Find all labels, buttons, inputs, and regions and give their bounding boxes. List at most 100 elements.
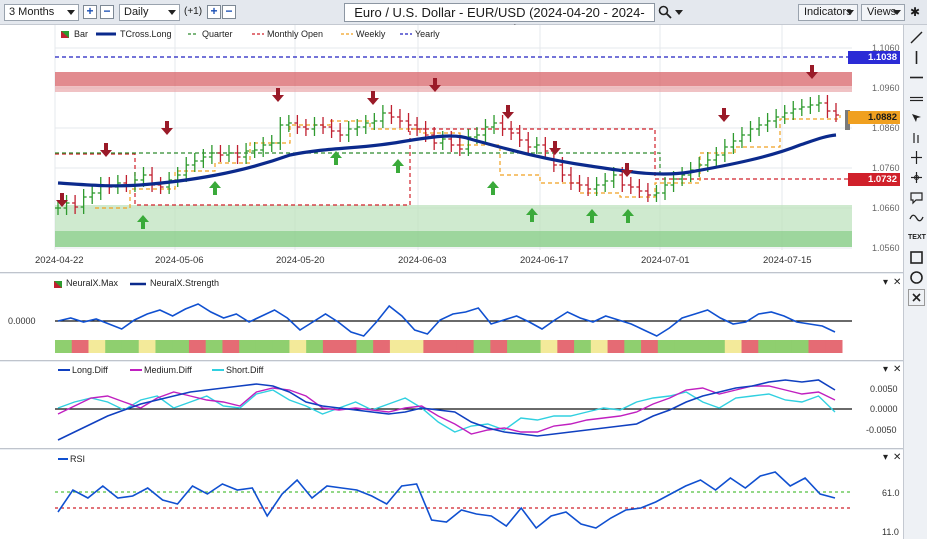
buy-arrow-icon [392,159,404,173]
neuralx-strip-cell [239,340,257,353]
neuralx-strip-cell [423,340,441,353]
price-bar [234,145,241,164]
pencil-icon[interactable] [908,29,925,46]
y-tick: 1.1060 [872,43,900,53]
buy-arrow-icon [526,208,538,222]
price-bar [396,109,403,128]
panel-close-icon[interactable]: ✕ [893,452,902,463]
indicators-button[interactable]: Indicators [798,4,858,21]
neuralx-strip-cell [121,340,140,353]
price-bar [465,129,472,156]
views-button[interactable]: Views [861,4,905,21]
price-bar [157,177,164,194]
legend-medium-diff: Medium.Diff [144,365,192,375]
price-scroll-handle[interactable] [845,110,850,130]
quarter-line [55,152,661,173]
text-icon[interactable]: TEXT [908,234,926,241]
neuralx-strip-cell [540,340,558,353]
price-chart-svg[interactable] [0,25,903,273]
y-tick: 1.0960 [872,83,900,93]
y-tick: 0.0000 [8,316,36,326]
legend-long-diff: Long.Diff [72,365,108,375]
panel-menu-icon[interactable]: ▾ [883,364,889,375]
y-tick: 61.0 [882,488,900,498]
arrow-icon[interactable] [908,109,925,126]
horizontal-ray-icon[interactable] [908,89,925,106]
crosshair-icon[interactable] [908,169,925,186]
diff-chart-svg[interactable] [0,362,903,449]
zoom-in-button[interactable]: + [83,5,97,19]
offset-label: (+1) [184,6,203,17]
pin-icon[interactable]: ✱ [910,5,921,19]
neuralx-strip-cell [339,340,357,353]
yearly-price-tag: 1.1038 [848,51,900,64]
price-bar [798,99,805,116]
search-icon[interactable] [658,5,672,22]
neuralx-strip-cell [557,340,575,353]
neuralx-strip-cell [607,340,625,353]
brush-icon[interactable] [908,129,925,146]
price-bar [320,117,327,134]
price-bar [567,167,574,190]
range-select[interactable]: 3 Months [4,4,79,21]
offset-minus-button[interactable]: − [222,5,236,19]
neuralx-strip-cell [674,340,692,353]
neuralx-chart-svg[interactable] [0,274,903,361]
horizontal-line-icon[interactable] [908,69,925,86]
panel-close-icon[interactable]: ✕ [893,277,902,288]
fib-icon[interactable] [908,149,925,166]
legend-yearly: Yearly [415,29,440,39]
sell-arrow-icon [621,163,633,177]
vertical-line-icon[interactable] [908,49,925,66]
close-all-icon[interactable] [908,289,925,306]
diff-panel[interactable]: Long.Diff Medium.Diff Short.Diff 0.0050 … [0,362,903,449]
price-bar [756,117,763,136]
panel-menu-icon[interactable]: ▾ [883,452,889,463]
price-bar [815,95,822,112]
chevron-down-icon[interactable] [675,10,683,15]
rectangle-icon[interactable] [908,249,925,266]
rsi-panel[interactable]: RSI 61.0 11.0 ▾ ✕ [0,450,903,539]
rsi-line [57,471,836,530]
signal-arrows [56,65,818,229]
neuralx-max-strip [55,340,843,353]
top-toolbar: 3 Months + − Daily (+1) + − Euro / U.S. … [0,0,927,37]
price-panel[interactable]: Bar TCross.Long Quarter Monthly Open Wee… [0,25,903,273]
price-bar [149,167,156,192]
neuralx-strip-cell [825,340,843,353]
interval-select[interactable]: Daily [119,4,180,21]
legend-rsi: RSI [70,454,86,464]
circle-icon[interactable] [908,269,925,286]
neuralx-strip-cell [574,340,592,353]
price-bar [807,97,814,114]
neuralx-strip-cell [373,340,391,353]
neuralx-strip-cell [624,340,642,353]
neuralx-panel[interactable]: NeuralX.Max NeuralX.Strength 0.0000 ▾ ✕ [0,274,903,361]
neuralx-strip-cell [272,340,290,353]
neuralx-strength-line [57,303,836,337]
zoom-out-button[interactable]: − [100,5,114,19]
chevron-down-icon [67,10,75,15]
buy-arrow-icon [586,209,598,223]
rsi-chart-svg[interactable] [0,450,903,539]
drawing-tools-sidebar: TEXT [903,25,927,539]
x-tick: 2024-04-22 [35,255,84,266]
panel-menu-icon[interactable]: ▾ [883,277,889,288]
chart-title[interactable]: Euro / U.S. Dollar - EUR/USD (2024-04-20… [344,3,655,37]
x-tick: 2024-05-06 [155,255,204,266]
neuralx-strip-cell [775,340,793,353]
price-bar [311,117,318,136]
short-diff-line [57,389,836,433]
y-tick: 11.0 [882,527,899,537]
price-bar [585,177,592,196]
monthly-price-tag: 1.0732 [848,173,900,186]
wave-icon[interactable] [908,209,925,226]
price-bar [354,119,361,136]
offset-plus-button[interactable]: + [207,5,221,19]
neuralx-strip-cell [456,340,475,353]
neuralx-strip-cell [808,340,826,353]
price-bar [174,167,181,187]
callout-icon[interactable] [908,189,925,206]
price-bar [824,95,831,118]
panel-close-icon[interactable]: ✕ [893,364,902,375]
